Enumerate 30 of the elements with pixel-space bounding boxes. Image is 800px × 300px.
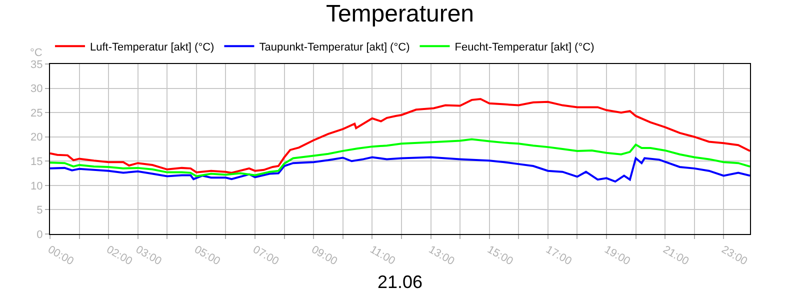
y-axis-title: °C: [30, 47, 42, 59]
x-tick-label: 03:00: [134, 244, 164, 268]
y-tick-label: 5: [36, 204, 43, 217]
x-tick-label: 15:00: [485, 244, 515, 268]
y-tick-label: 10: [30, 180, 43, 192]
chart-title: Temperaturen: [326, 0, 474, 28]
x-tick-label: 19:00: [602, 244, 632, 268]
line-series: [50, 156, 750, 183]
x-tick-label: 13:00: [426, 244, 456, 268]
x-tick-label: 17:00: [544, 244, 574, 268]
legend-label: Luft-Temperatur [akt] (°C): [90, 41, 214, 54]
y-tick-label: 15: [30, 156, 43, 168]
y-tick-label: 20: [30, 132, 43, 144]
y-tick-label: 0: [36, 228, 43, 241]
line-series: [50, 98, 750, 174]
x-tick-label: 21:00: [660, 244, 691, 268]
x-tick-label: 09:00: [309, 244, 340, 268]
y-tick-label: 30: [30, 83, 43, 96]
x-tick-label: 07:00: [250, 244, 281, 268]
x-tick-label: 23:00: [719, 244, 750, 268]
x-tick-label: 05:00: [192, 244, 222, 268]
x-tick-label: 00:00: [46, 244, 76, 268]
legend-label: Feucht-Temperatur [akt] (°C): [454, 41, 594, 54]
y-tick-label: 35: [30, 58, 43, 71]
legend-label: Taupunkt-Temperatur [akt] (°C): [259, 41, 410, 54]
x-tick-label: 11:00: [368, 244, 398, 268]
y-tick-label: 25: [30, 107, 43, 120]
x-axis-title: 21.06: [377, 272, 423, 292]
line-series: [50, 138, 750, 178]
x-tick-label: 02:00: [104, 244, 134, 268]
